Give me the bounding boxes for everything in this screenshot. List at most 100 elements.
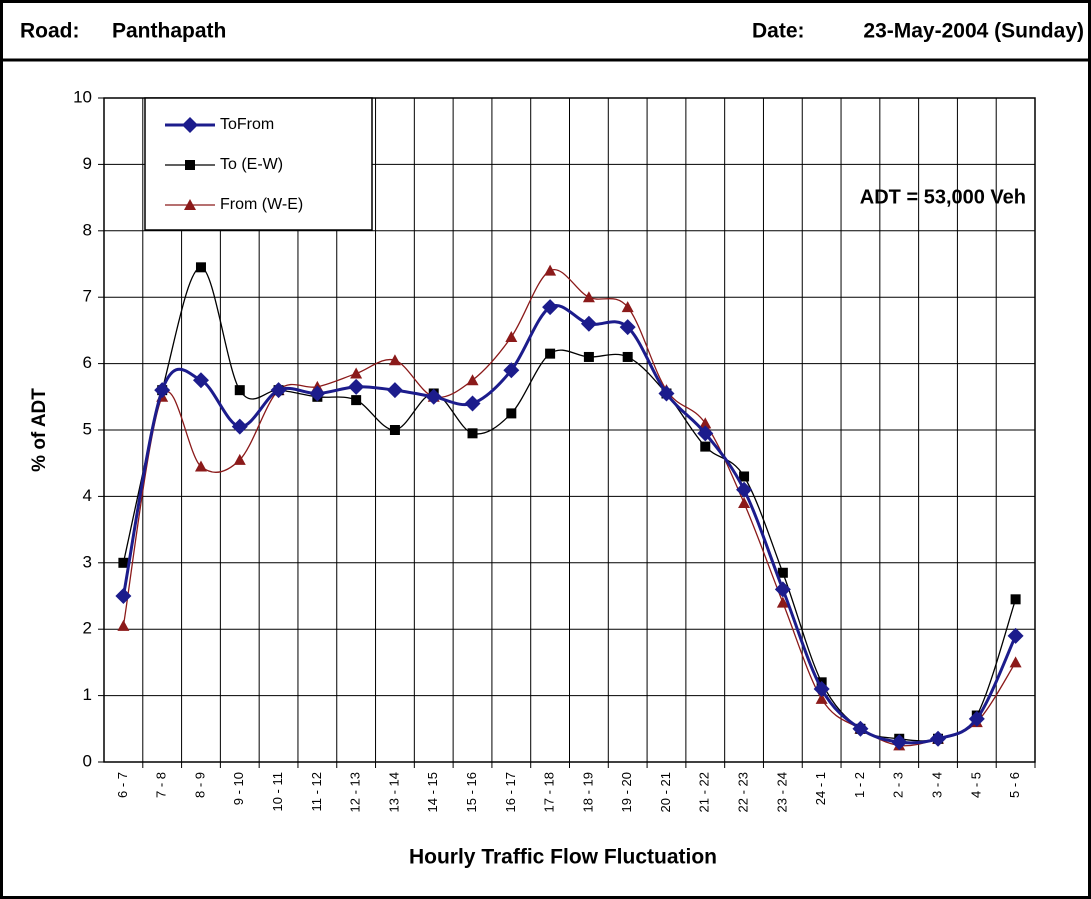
marker [425,388,442,405]
marker [388,354,401,366]
y-tick-label: 2 [83,619,92,638]
x-tick-label: 6 - 7 [115,772,130,798]
marker [968,710,985,727]
x-tick-label: 4 - 5 [968,772,983,798]
road: Panthapath [112,20,226,43]
x-tick-label: 16 - 17 [503,772,518,812]
marker [930,730,947,747]
x-tick-label: 11 - 12 [309,772,324,812]
date-label: Date: [752,20,805,43]
legend-box [144,97,373,231]
y-tick-label: 8 [83,220,92,239]
y-tick-label: 10 [73,87,92,106]
marker [621,301,634,313]
x-tick-label: 21 - 22 [697,772,712,812]
x-tick-label: 17 - 18 [542,772,557,812]
marker [467,428,478,439]
y-tick-label: 7 [83,287,92,306]
x-tick-label: 9 - 10 [231,772,246,805]
marker [115,588,132,604]
x-tick-label: 12 - 13 [348,772,363,812]
x-tick-label: 5 - 6 [1007,772,1022,798]
marker [542,299,559,316]
y-tick-label: 9 [83,154,92,173]
marker [852,720,869,737]
y-tick-label: 6 [83,353,92,372]
y-tick-label: 4 [83,486,92,505]
marker [544,264,557,276]
date: 23-May-2004 (Sunday) [863,20,1084,43]
marker [118,557,129,568]
marker [185,160,195,170]
x-tick-label: 20 - 21 [658,772,673,812]
marker [697,425,714,442]
marker [1007,627,1024,644]
x-tick-label: 7 - 8 [154,772,169,798]
marker [350,367,363,379]
marker [699,417,712,429]
annotation: ADT = 53,000 Veh [860,186,1026,208]
x-tick-label: 3 - 4 [929,772,944,798]
road-label: Road: [20,20,80,43]
marker [619,319,636,336]
y-axis-label: % of ADT [29,388,50,472]
marker [154,382,171,399]
marker [348,378,365,395]
y-tick-label: 1 [83,685,92,704]
marker [505,331,518,343]
marker [815,692,828,704]
marker [182,117,198,133]
marker [1009,656,1022,668]
legend-label: To (E-W) [220,156,283,173]
marker [777,567,788,578]
x-tick-label: 15 - 16 [464,772,479,812]
marker [700,441,711,452]
marker [583,351,594,362]
x-tick-label: 19 - 20 [619,772,634,812]
marker [270,382,287,399]
marker [389,425,400,435]
marker [774,581,791,598]
marker [117,619,130,631]
marker [776,596,789,608]
x-tick-label: 1 - 2 [852,772,867,798]
marker [195,262,206,273]
marker [233,453,246,465]
marker [545,348,556,359]
legend-label: ToFrom [220,116,274,133]
marker [736,481,753,498]
x-tick-label: 10 - 11 [270,772,285,812]
marker [309,385,326,402]
y-tick-label: 0 [83,751,92,770]
marker [582,291,595,303]
marker [192,372,209,389]
marker [1010,594,1021,605]
marker [580,315,597,332]
marker [813,680,830,697]
plot-border [103,97,1036,763]
x-tick-label: 13 - 14 [386,772,401,812]
marker [738,497,751,509]
x-tick-label: 8 - 9 [192,772,207,798]
marker [622,351,633,362]
marker [464,395,481,412]
x-tick-label: 14 - 15 [425,772,440,812]
marker [506,408,517,419]
y-tick-label: 3 [83,552,92,571]
marker [234,385,245,396]
marker [739,471,750,482]
legend-label: From (W-E) [220,196,303,213]
x-tick-label: 22 - 23 [736,772,751,812]
marker [466,374,479,386]
x-axis-label: Hourly Traffic Flow Fluctuation [409,846,717,869]
marker [184,199,196,210]
marker [658,385,675,402]
marker [231,418,248,435]
x-tick-label: 2 - 3 [891,772,906,798]
marker [891,734,908,751]
x-tick-label: 23 - 24 [774,772,789,812]
x-tick-label: 24 - 1 [813,772,828,805]
marker [194,460,207,472]
